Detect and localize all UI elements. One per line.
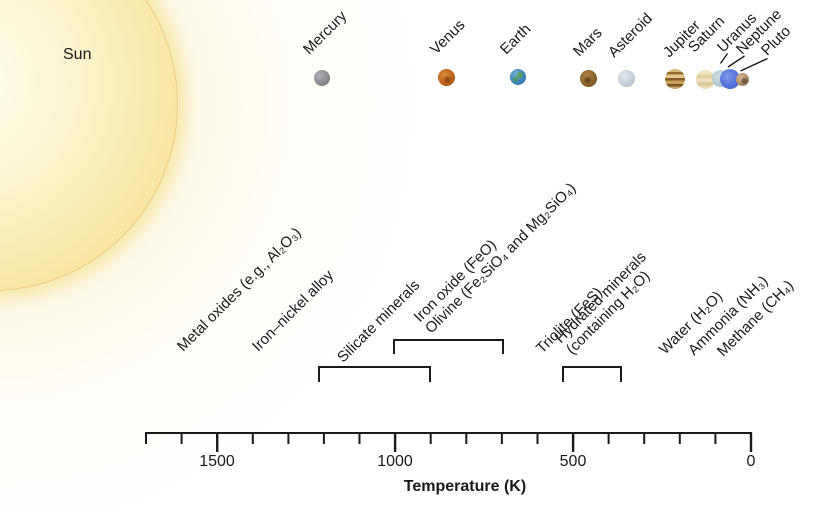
- material-line-olivine: Olivine (Fe₂SiO₄ and Mg₂SiO₄): [421, 179, 580, 337]
- sun-label: Sun: [63, 46, 92, 63]
- sun-icon: [0, 0, 178, 291]
- planet-label-venus: Venus: [426, 16, 469, 58]
- pluto-leader-line: [740, 57, 768, 72]
- planet-label-asteroid: Asteroid: [604, 10, 656, 61]
- planet-neptune-icon: [720, 69, 740, 89]
- material-label-iron-nickel: Iron–nickel alloy: [248, 266, 338, 355]
- planet-label-mars: Mars: [569, 24, 606, 60]
- material-line-hydrated: Hydrated minerals: [551, 248, 650, 347]
- material-line-iron-oxide: Iron oxide (FeO): [410, 236, 500, 326]
- temperature-axis: [145, 432, 753, 452]
- silicate-range-bracket: [318, 366, 431, 382]
- planet-pluto-icon: [736, 73, 749, 86]
- planet-jupiter-icon: [665, 69, 685, 89]
- planet-saturn-icon: [696, 70, 715, 89]
- iron-oxide-range-bracket: [393, 339, 504, 354]
- axis-title: Temperature (K): [403, 478, 527, 495]
- planet-label-mercury: Mercury: [299, 7, 351, 58]
- material-label-hydrated-minerals: Hydrated minerals (containing H₂O): [552, 249, 661, 358]
- material-label-metal-oxides: Metal oxides (e.g., Al₂O₃): [173, 224, 305, 355]
- planet-venus-icon: [438, 69, 455, 86]
- axis-tick-label-1000: 1000: [377, 453, 413, 470]
- planet-mercury-icon: [314, 70, 330, 86]
- planet-mars-icon: [580, 70, 597, 87]
- axis-tick-label-0: 0: [746, 453, 756, 470]
- asteroid-icon: [618, 70, 635, 87]
- planet-earth-icon: [510, 69, 526, 85]
- neptune-leader-line: [727, 55, 745, 68]
- triolite-range-bracket: [562, 366, 622, 382]
- material-label-iron-oxide-olivine: Iron oxide (FeO) Olivine (Fe₂SiO₄ and Mg…: [410, 169, 580, 337]
- planet-label-earth: Earth: [496, 20, 535, 58]
- axis-tick-label-1500: 1500: [199, 453, 235, 470]
- axis-tick-label-500: 500: [559, 453, 587, 470]
